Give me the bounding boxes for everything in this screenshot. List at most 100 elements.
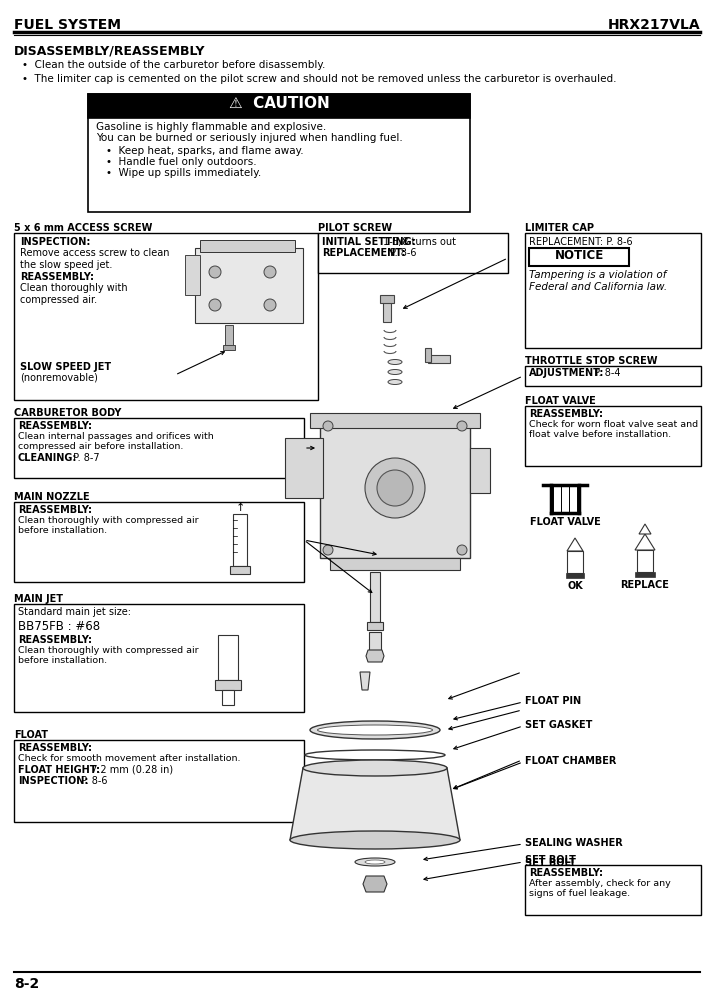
Text: CARBURETOR BODY: CARBURETOR BODY <box>14 408 121 418</box>
Text: SET GASKET: SET GASKET <box>525 720 593 730</box>
Text: You can be burned or seriously injured when handling fuel.: You can be burned or seriously injured w… <box>96 133 403 143</box>
Bar <box>635 572 655 577</box>
Polygon shape <box>635 534 655 550</box>
Text: REPLACEMENT:: REPLACEMENT: <box>322 248 406 258</box>
Circle shape <box>365 458 425 518</box>
Circle shape <box>264 299 276 311</box>
Bar <box>525 366 701 386</box>
Text: INSPECTION:: INSPECTION: <box>18 776 89 786</box>
Bar <box>367 622 383 630</box>
Text: 8-2: 8-2 <box>14 977 39 991</box>
Text: Clean thoroughly with compressed air
before installation.: Clean thoroughly with compressed air bef… <box>18 646 198 665</box>
Bar <box>14 604 304 712</box>
Text: •  Keep heat, sparks, and flame away.: • Keep heat, sparks, and flame away. <box>106 146 303 156</box>
Circle shape <box>209 266 221 278</box>
Text: REASSEMBLY:: REASSEMBLY: <box>18 421 92 431</box>
Bar <box>230 566 250 574</box>
Text: INITIAL SETTING:: INITIAL SETTING: <box>322 237 416 247</box>
Circle shape <box>457 545 467 555</box>
Polygon shape <box>363 876 387 892</box>
Bar <box>637 550 653 572</box>
Text: P. 8-4: P. 8-4 <box>591 368 620 378</box>
Text: 1-5/8 turns out: 1-5/8 turns out <box>380 237 456 247</box>
Ellipse shape <box>355 858 395 866</box>
Bar <box>529 248 629 266</box>
Text: ↑: ↑ <box>236 503 245 513</box>
Text: INSPECTION:: INSPECTION: <box>20 237 91 247</box>
Ellipse shape <box>318 725 433 735</box>
Bar <box>14 502 304 582</box>
Text: REASSEMBLY:: REASSEMBLY: <box>18 635 92 645</box>
Bar <box>425 348 431 362</box>
Bar <box>470 448 490 493</box>
Text: REASSEMBLY:: REASSEMBLY: <box>18 743 92 753</box>
Bar <box>218 635 238 680</box>
Text: REASSEMBLY:: REASSEMBLY: <box>20 272 94 282</box>
Ellipse shape <box>290 831 460 849</box>
Polygon shape <box>567 538 583 551</box>
Text: PILOT SCREW: PILOT SCREW <box>318 223 392 233</box>
Text: REASSEMBLY:: REASSEMBLY: <box>529 868 603 878</box>
Text: P. 8-6: P. 8-6 <box>78 776 108 786</box>
Ellipse shape <box>388 379 402 384</box>
Bar <box>369 632 381 650</box>
Bar <box>318 233 508 273</box>
Text: SLOW SPEED JET: SLOW SPEED JET <box>20 362 111 372</box>
Text: BB75FB : #68: BB75FB : #68 <box>18 620 100 633</box>
Ellipse shape <box>388 360 402 364</box>
Text: FLOAT HEIGHT:: FLOAT HEIGHT: <box>18 765 100 775</box>
Bar <box>285 438 323 498</box>
Text: SET BOLT: SET BOLT <box>525 855 576 865</box>
Bar <box>14 740 304 822</box>
Bar <box>88 94 470 118</box>
Text: Tampering is a violation of
Federal and California law.: Tampering is a violation of Federal and … <box>529 270 667 292</box>
Text: ADJUSTMENT:: ADJUSTMENT: <box>529 368 604 378</box>
Text: HRX217VLA: HRX217VLA <box>608 18 700 32</box>
Text: SEALING WASHER: SEALING WASHER <box>525 838 623 848</box>
Text: •  Clean the outside of the carburetor before disassembly.: • Clean the outside of the carburetor be… <box>22 60 326 70</box>
Text: Clean internal passages and orifices with
compressed air before installation.: Clean internal passages and orifices wit… <box>18 432 213 451</box>
Bar <box>330 558 460 570</box>
Bar <box>383 300 391 322</box>
Circle shape <box>264 266 276 278</box>
Bar <box>320 418 470 558</box>
Bar <box>200 240 295 252</box>
Text: Gasoline is highly flammable and explosive.: Gasoline is highly flammable and explosi… <box>96 122 326 132</box>
Text: MAIN NOZZLE: MAIN NOZZLE <box>14 492 90 502</box>
Text: Check for worn float valve seat and
float valve before installation.: Check for worn float valve seat and floa… <box>529 420 698 439</box>
Text: CLEANING:: CLEANING: <box>18 453 77 463</box>
Text: FLOAT: FLOAT <box>14 730 48 740</box>
Bar <box>88 94 470 212</box>
Circle shape <box>377 470 413 506</box>
Text: REPLACE: REPLACE <box>620 580 670 590</box>
Bar <box>525 865 701 915</box>
Text: FLOAT VALVE: FLOAT VALVE <box>530 517 600 527</box>
Text: FLOAT PIN: FLOAT PIN <box>525 696 581 706</box>
Text: REASSEMBLY:: REASSEMBLY: <box>18 505 92 515</box>
Polygon shape <box>366 650 384 662</box>
Text: REPLACEMENT: P. 8-6: REPLACEMENT: P. 8-6 <box>529 237 633 247</box>
Bar <box>233 514 247 566</box>
Bar <box>370 572 380 622</box>
Text: DISASSEMBLY/REASSEMBLY: DISASSEMBLY/REASSEMBLY <box>14 44 206 57</box>
Bar <box>195 248 303 323</box>
Bar <box>525 406 701 466</box>
Text: Remove access screw to clean
the slow speed jet.: Remove access screw to clean the slow sp… <box>20 248 169 270</box>
Text: REASSEMBLY:: REASSEMBLY: <box>529 409 603 419</box>
Text: 7.2 mm (0.28 in): 7.2 mm (0.28 in) <box>88 765 173 775</box>
Ellipse shape <box>310 721 440 739</box>
Polygon shape <box>360 672 370 690</box>
Bar <box>310 413 480 428</box>
Text: P. 8-7: P. 8-7 <box>70 453 100 463</box>
Text: FLOAT CHAMBER: FLOAT CHAMBER <box>525 756 616 766</box>
Text: THROTTLE STOP SCREW: THROTTLE STOP SCREW <box>525 356 658 366</box>
Bar <box>222 690 234 705</box>
Text: •  The limiter cap is cemented on the pilot screw and should not be removed unle: • The limiter cap is cemented on the pil… <box>22 74 616 84</box>
Bar <box>567 551 583 573</box>
Text: •  Wipe up spills immediately.: • Wipe up spills immediately. <box>106 168 261 178</box>
Ellipse shape <box>303 760 447 776</box>
Text: Clean thoroughly with compressed air
before installation.: Clean thoroughly with compressed air bef… <box>18 516 198 535</box>
Bar <box>566 573 584 578</box>
Text: Standard main jet size:: Standard main jet size: <box>18 607 131 617</box>
Bar <box>225 325 233 345</box>
